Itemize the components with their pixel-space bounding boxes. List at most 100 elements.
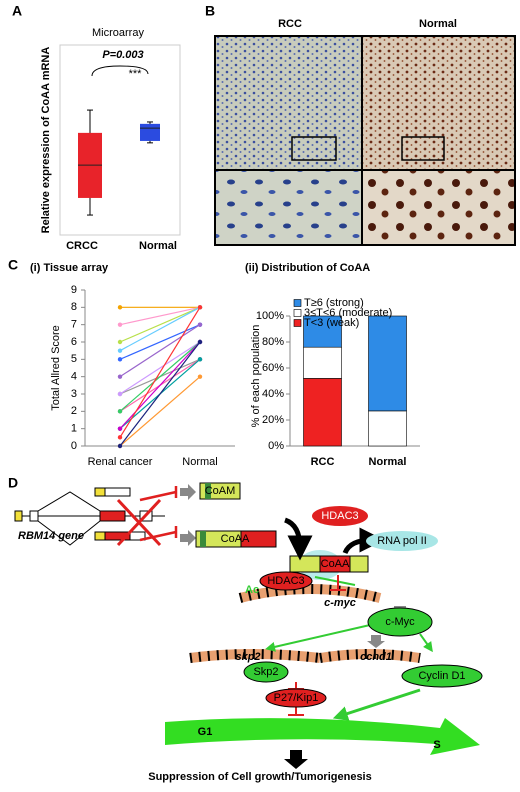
y-tick-label: 40% [262,388,284,400]
point [117,391,123,397]
diagram [14,482,480,769]
point [117,348,123,353]
y-tick-label: 20% [262,414,284,426]
node [312,506,368,526]
y-axis-label: Relative expression of CoAA mRNA [40,47,52,234]
point [117,374,123,379]
node-label: RNA pol II [377,535,427,547]
x-tick-label: Normal [182,456,217,468]
line [119,341,201,412]
point [117,357,123,362]
bar-segment [303,346,342,379]
y-tick-label: 0% [268,440,284,452]
line [119,324,201,360]
line [119,306,201,352]
node [243,661,289,683]
y-tick-label: 3 [71,388,77,400]
legend-label: T<3 (weak) [304,317,359,329]
point [117,409,123,414]
legend-swatch [293,309,302,317]
phase-label: G1 [198,726,213,738]
line [119,324,201,378]
bar-segment [303,315,342,348]
gene-label: ccnd1 [360,651,392,663]
node [367,607,433,637]
y-tick-label: 5 [71,353,77,365]
subtitle: (i) Tissue array [30,262,109,274]
node-label: c-Myc [385,616,415,628]
panel-label: A [12,3,22,19]
panel-label: B [205,3,215,19]
gene-label: c-myc [324,597,356,609]
bar-segment [303,378,342,447]
micrograph [214,35,516,246]
image-label: Normal [419,18,457,30]
node-label: Cyclin D1 [418,670,465,682]
line [119,341,201,430]
point [197,305,203,310]
point [197,374,203,379]
annotation: *** [129,68,143,80]
box-label: CoAA [221,533,250,545]
x-tick-label: RCC [311,456,335,468]
panel-label: C [8,257,18,273]
legend-swatch [293,299,302,307]
node [366,531,438,551]
point [117,435,123,440]
subtitle: (ii) Distribution of CoAA [245,262,370,274]
box-label: CoAM [205,485,236,497]
y-axis-label: % of each population [250,325,262,428]
point [117,305,123,310]
annotation: P=0.003 [102,49,143,61]
mark-label: Ac [245,584,259,596]
node [401,664,483,688]
node-label: HDAC3 [267,575,304,587]
legend-label: T≥6 (strong) [304,297,364,309]
line [119,307,201,438]
node-label: P27/Kip1 [274,692,319,704]
point [197,322,203,327]
bar-segment [368,315,407,412]
point [117,443,123,449]
y-tick-label: 1 [71,423,77,435]
y-tick-label: 60% [262,362,284,374]
bar-segment [368,410,407,447]
legend-label: 3≤T<6 (moderate) [304,307,392,319]
bracket [91,65,149,77]
plot-area [59,44,181,236]
y-tick-label: 80% [262,336,284,348]
node [259,571,313,591]
line [119,341,201,395]
gene-label: RBM14 gene [18,530,84,542]
node-label: Skp2 [253,666,278,678]
box-label: CoAA [321,558,350,570]
y-tick-label: 0 [71,440,77,452]
line [119,306,201,343]
legend-swatch [293,319,302,327]
line [119,341,201,447]
phase-label: S [433,739,440,751]
y-tick-label: 7 [71,319,77,331]
point [117,426,123,431]
gene-label: skp2 [235,651,260,663]
caption: Suppression of Cell growth/Tumorigenesis [148,771,372,783]
x-tick-label: CRCC [66,240,98,252]
x-tick-label: Renal cancer [88,456,153,468]
point [197,339,203,345]
line [119,376,201,447]
line [119,306,201,326]
chart-title: Microarray [92,27,144,39]
image-label: RCC [278,18,302,30]
point [117,322,123,327]
x-tick-label: Normal [369,456,407,468]
node-label: HDAC3 [321,510,358,522]
y-tick-label: 6 [71,336,77,348]
y-tick-label: 9 [71,284,77,296]
panel-label: D [8,475,18,491]
node [265,688,327,708]
y-tick-label: 2 [71,405,77,417]
y-tick-label: 4 [71,371,77,383]
y-axis-label: Total Allred Score [50,325,62,411]
x-tick-label: Normal [139,240,177,252]
